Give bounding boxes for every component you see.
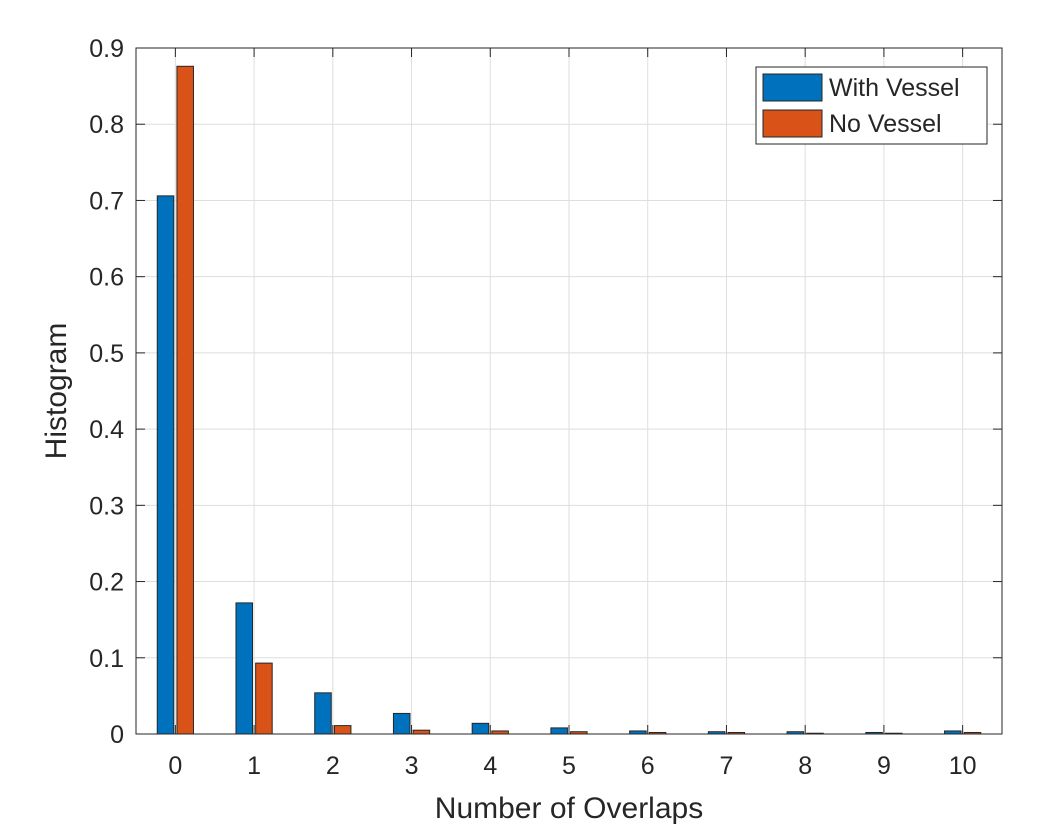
bar-with-vessel-1 (235, 602, 254, 735)
legend-swatch-with-vessel (762, 73, 823, 102)
y-tick-label: 0.3 (89, 492, 124, 520)
x-tick-label: 0 (168, 752, 182, 780)
x-tick-label: 5 (562, 752, 576, 780)
bar-with-vessel-3 (392, 712, 411, 735)
legend: With Vessel No Vessel (755, 66, 988, 145)
bar-no-vessel-3 (412, 729, 431, 735)
bars (156, 65, 982, 735)
x-tick-label: 9 (877, 752, 891, 780)
bar-with-vessel-0 (156, 195, 175, 735)
x-tick-label: 1 (247, 752, 261, 780)
x-tick-label: 6 (641, 752, 655, 780)
x-tick-label: 7 (720, 752, 734, 780)
x-tick-label: 8 (798, 752, 812, 780)
y-tick-label: 0.9 (89, 35, 124, 63)
y-axis-title: Histogram (40, 323, 73, 460)
y-tick-label: 0.2 (89, 569, 124, 597)
y-tick-labels: 0 0.1 0.2 0.3 0.4 0.5 0.6 0.7 0.8 0.9 (89, 35, 124, 749)
bar-no-vessel-2 (333, 725, 352, 735)
x-tick-label: 4 (483, 752, 497, 780)
tick-marks (136, 47, 1002, 735)
y-tick-label: 0.5 (89, 340, 124, 368)
x-tick-labels: 0 1 2 3 4 5 6 7 8 9 10 (168, 752, 976, 780)
bar-with-vessel-5 (550, 727, 568, 735)
x-tick-label: 10 (949, 752, 977, 780)
bar-with-vessel-4 (471, 722, 490, 735)
bar-no-vessel-0 (176, 65, 194, 735)
legend-swatch-no-vessel (762, 109, 823, 138)
bar-with-vessel-2 (314, 692, 332, 735)
y-tick-label: 0.8 (89, 111, 124, 139)
y-tick-label: 0 (110, 721, 124, 749)
x-tick-label: 2 (326, 752, 340, 780)
x-tick-label: 3 (405, 752, 419, 780)
y-tick-label: 0.4 (89, 416, 124, 444)
y-tick-label: 0.7 (89, 187, 124, 215)
y-tick-label: 0.1 (89, 645, 124, 673)
legend-label-with-vessel: With Vessel (829, 74, 960, 102)
x-axis-title: Number of Overlaps (435, 792, 703, 825)
bar-no-vessel-1 (255, 662, 273, 735)
y-tick-label: 0.6 (89, 264, 124, 292)
legend-label-no-vessel: No Vessel (829, 110, 942, 138)
